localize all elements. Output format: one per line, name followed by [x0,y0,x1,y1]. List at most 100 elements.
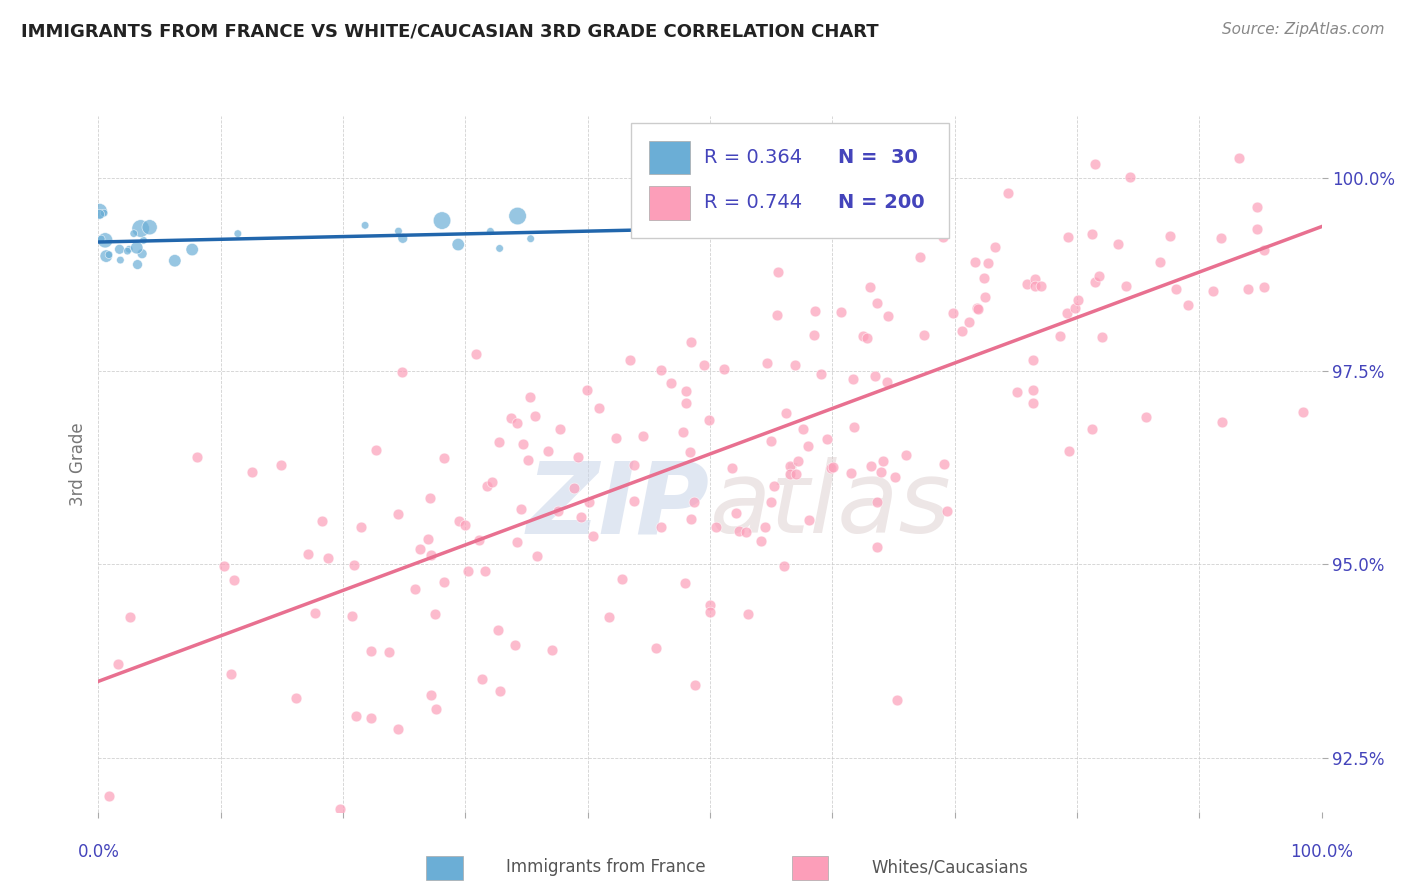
Point [519,232,541,246]
Point [866,296,889,310]
Point [967,302,990,317]
Point [391,231,413,245]
Point [447,514,470,528]
Point [509,502,531,516]
Text: N =  30: N = 30 [838,148,918,167]
Point [1246,200,1268,214]
Point [704,520,727,534]
Point [285,691,308,706]
Point [683,494,706,508]
Point [540,643,562,657]
Point [675,396,697,410]
Point [1088,269,1111,284]
Point [872,454,894,468]
Point [488,242,510,256]
Point [756,356,779,370]
Point [737,607,759,621]
Point [1067,293,1090,308]
Point [581,529,603,543]
Point [650,520,672,534]
Point [859,280,882,294]
Text: R = 0.364: R = 0.364 [704,148,801,167]
Point [681,512,703,526]
Point [997,186,1019,201]
Point [950,324,973,338]
Point [416,532,439,546]
Point [797,513,820,527]
Point [89,204,111,219]
Point [117,244,139,259]
Point [588,401,610,416]
Point [562,481,585,495]
Point [304,606,326,620]
Point [610,572,633,586]
Point [519,390,541,404]
Point [1292,405,1315,419]
Point [1149,254,1171,268]
Point [1005,385,1028,400]
Point [863,369,886,384]
Point [1017,277,1039,291]
Point [886,693,908,707]
Point [419,491,441,505]
Point [754,520,776,534]
Point [839,466,862,480]
Point [1024,272,1046,286]
Point [830,304,852,318]
Point [212,559,235,574]
Point [343,558,366,572]
Point [432,450,454,465]
Point [761,494,783,508]
Point [721,461,744,475]
Point [1211,415,1233,429]
Point [1084,157,1107,171]
Point [219,666,242,681]
Point [749,534,772,549]
Point [501,410,523,425]
Point [506,416,529,430]
Point [908,250,931,264]
Text: Source: ZipAtlas.com: Source: ZipAtlas.com [1222,22,1385,37]
Point [181,243,204,257]
Y-axis label: 3rd Grade: 3rd Grade [69,422,87,506]
Point [957,315,980,329]
Point [766,308,789,322]
Point [465,347,488,361]
Point [804,304,827,318]
Point [974,290,997,304]
Point [409,542,432,557]
Point [1253,244,1275,258]
Point [932,230,955,244]
Point [474,564,496,578]
Point [768,265,790,279]
Point [226,227,249,241]
Point [506,535,529,549]
Text: atlas: atlas [710,457,952,554]
Point [942,306,965,320]
Point [537,444,560,458]
Point [779,467,801,481]
Point [93,206,115,220]
Point [1056,306,1078,320]
Point [623,494,645,508]
Point [725,506,748,520]
Point [1166,282,1188,296]
Point [270,458,292,473]
Point [598,610,620,624]
Text: Immigrants from France: Immigrants from France [506,858,706,876]
Point [1227,152,1250,166]
Point [973,271,995,285]
Point [759,434,782,448]
Point [699,598,721,612]
Point [735,525,758,540]
Text: Whites/Caucasians: Whites/Caucasians [872,858,1029,876]
Point [548,422,571,436]
FancyBboxPatch shape [648,186,690,219]
Point [786,454,808,468]
Point [815,432,838,446]
Point [803,328,825,343]
Point [118,242,141,256]
Point [387,723,409,737]
Point [810,368,832,382]
Point [912,328,935,343]
